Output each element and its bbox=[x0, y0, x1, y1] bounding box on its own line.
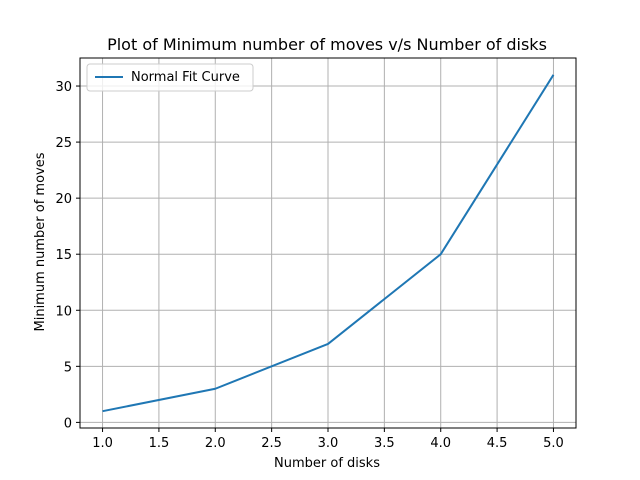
x-tick-label: 4.0 bbox=[430, 436, 451, 451]
x-tick-label: 1.0 bbox=[92, 436, 113, 451]
x-tick-label: 3.0 bbox=[318, 436, 339, 451]
x-axis-label: Number of disks bbox=[274, 456, 380, 471]
x-tick-label: 1.5 bbox=[149, 436, 170, 451]
legend: Normal Fit Curve bbox=[86, 63, 254, 92]
legend-label: Normal Fit Curve bbox=[131, 70, 240, 85]
chart-title: Plot of Minimum number of moves v/s Numb… bbox=[107, 35, 547, 54]
x-tick-label: 2.5 bbox=[261, 436, 282, 451]
y-tick-label: 0 bbox=[64, 416, 72, 431]
y-tick-label: 10 bbox=[55, 304, 72, 319]
legend-box bbox=[86, 63, 254, 92]
y-tick-label: 30 bbox=[55, 80, 72, 95]
x-tick-label: 2.0 bbox=[205, 436, 226, 451]
series-layer bbox=[102, 74, 555, 413]
y-tick-label: 20 bbox=[55, 192, 72, 207]
series-line bbox=[102, 74, 555, 413]
x-tick-label: 5.0 bbox=[543, 436, 564, 451]
x-tick-label: 3.5 bbox=[374, 436, 395, 451]
y-tick-label: 15 bbox=[55, 248, 72, 263]
y-tick-label: 25 bbox=[55, 136, 72, 151]
y-tick-label: 5 bbox=[64, 360, 72, 375]
y-axis-ticks: 0 5 10 15 20 25 30 bbox=[55, 80, 80, 431]
x-tick-label: 4.5 bbox=[487, 436, 508, 451]
x-axis-ticks: 1.0 1.5 2.0 2.5 3.0 3.5 4.0 4.5 5.0 bbox=[92, 428, 564, 451]
grid bbox=[80, 58, 576, 428]
y-axis-label: Minimum number of moves bbox=[33, 152, 48, 331]
